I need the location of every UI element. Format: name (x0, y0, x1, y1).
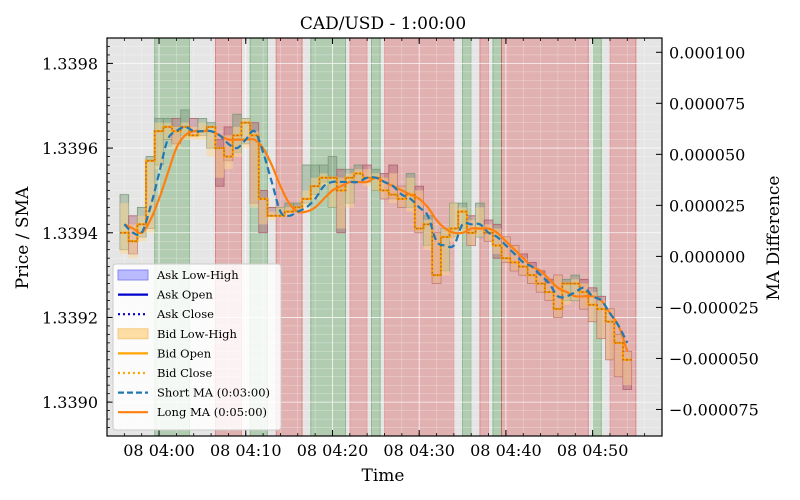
bid-low-high-bar (605, 308, 615, 360)
bid-low-high-bar (449, 203, 459, 242)
bid-low-high-bar (258, 198, 268, 225)
y2-tick-label: −0.000050 (669, 349, 759, 368)
bid-low-high-bar (432, 232, 441, 284)
bid-low-high-bar (562, 283, 571, 305)
legend-item: Bid Close (118, 366, 212, 380)
region-bull-12 (592, 37, 602, 437)
bid-low-high-bar (458, 207, 467, 233)
region-bull-6 (371, 37, 381, 437)
legend-swatch-bid-low-high (117, 328, 149, 340)
y-axis-title: Price / SMA (13, 186, 33, 289)
bid-low-high-bar (224, 135, 233, 170)
bid-low-high-bar (146, 160, 155, 233)
y-tick-label: 1.3390 (42, 393, 98, 412)
bid-low-high-bar (250, 131, 259, 208)
y2-axis-ticks: −0.000075 −0.000050 −0.000025 0.000000 0.000… (656, 43, 759, 419)
bid-low-high-bar (215, 148, 225, 178)
bid-low-high-bar (241, 118, 251, 149)
short-ma-line (123, 125, 629, 344)
bid-low-high-bar (232, 126, 242, 157)
y2-tick-label: 0.000050 (669, 145, 745, 164)
legend-label: Bid Low-High (157, 327, 238, 341)
legend-item: Ask Close (118, 307, 214, 321)
x-tick-label: 08 04:30 (383, 441, 455, 460)
bid-low-high-bar (137, 215, 147, 242)
bid-low-high-bar (319, 173, 329, 187)
bid-low-high-bar (440, 228, 450, 276)
y-tick-label: 1.3398 (42, 54, 98, 73)
legend-label: Bid Open (157, 346, 212, 360)
bid-low-high-bar (328, 177, 337, 208)
y2-tick-label: 0.000000 (669, 247, 745, 266)
legend-item: Bid Low-High (117, 327, 238, 341)
bid-low-high-bar (622, 351, 632, 386)
bid-low-high-bar (336, 177, 346, 229)
y2-axis-title: MA Difference (764, 175, 784, 300)
bid-low-high-bar (397, 186, 407, 208)
bid-low-high-bar (154, 122, 164, 170)
bid-low-high-bar (345, 173, 355, 208)
bid-low-high-bar (189, 126, 199, 140)
bid-low-high-bar (475, 207, 485, 237)
y-tick-label: 1.3392 (42, 308, 98, 327)
legend-item: Ask Low-High (117, 268, 239, 282)
y-tick-label: 1.3396 (42, 139, 98, 158)
bid-low-high-bar (423, 220, 433, 250)
bid-low-high-bar (588, 292, 597, 322)
x-tick-label: 08 04:10 (210, 441, 282, 460)
y2-tick-label: 0.000025 (669, 196, 745, 215)
bid-low-high-bar (163, 122, 173, 140)
x-tick-label: 08 04:50 (557, 441, 629, 460)
legend: Ask Low-High Ask Open Ask Close Bid Low-Hig… (112, 263, 282, 431)
legend-label: Ask Open (156, 288, 213, 302)
region-bull-4 (310, 37, 346, 437)
bid-low-high-bar (371, 173, 381, 191)
y2-tick-label: 0.000075 (669, 94, 745, 113)
bid-low-high-bar (570, 279, 580, 301)
bid-low-high-bar (380, 177, 389, 199)
y-tick-label: 1.3394 (42, 224, 98, 243)
bid-low-high-bar (180, 122, 190, 140)
bid-low-high-bar (120, 203, 129, 254)
region-bear-11 (501, 37, 589, 437)
legend-item: Long MA (0:05:00) (118, 405, 267, 419)
legend-label: Ask Low-High (156, 268, 239, 282)
legend-item: Short MA (0:03:00) (118, 386, 270, 400)
bid-low-high-bar (596, 300, 606, 339)
chart-title: CAD/USD - 1:00:00 (300, 14, 466, 34)
bid-low-high-bar (354, 169, 363, 182)
x-tick-label: 08 04:20 (297, 441, 369, 460)
bid-low-high-bar (492, 228, 502, 254)
bid-low-high-bar (310, 177, 320, 199)
bid-low-high-bar (172, 126, 181, 149)
bid-low-high-bar (293, 207, 303, 212)
y2-tick-label: −0.000075 (669, 400, 759, 419)
bid-low-high-bar (388, 173, 398, 204)
legend-label: Short MA (0:03:00) (157, 386, 270, 400)
x-axis-ticks: 08 04:00 08 04:10 08 04:20 08 04:30 08 04:40… (106, 38, 663, 460)
bid-low-high-bar (501, 237, 511, 263)
legend-swatch-ask-low-high (117, 269, 149, 281)
x-tick-label: 08 04:00 (123, 441, 195, 460)
legend-label: Long MA (0:05:00) (157, 405, 267, 419)
legend-item: Ask Open (118, 288, 213, 302)
y-axis-ticks: 1.3390 1.3392 1.3394 1.3396 1.3398 (42, 37, 113, 428)
y2-tick-label: 0.000100 (669, 43, 745, 62)
bid-low-high-bar (614, 334, 623, 377)
bid-low-high-bar (414, 190, 424, 233)
x-tick-label: 08 04:40 (470, 441, 542, 460)
legend-item: Bid Open (118, 346, 212, 360)
x-axis-title: Time (362, 466, 405, 486)
legend-label: Bid Close (157, 366, 212, 380)
y2-tick-label: −0.000025 (669, 298, 759, 317)
legend-label: Ask Close (156, 307, 214, 321)
bid-low-high-bar (510, 245, 519, 271)
bid-low-high-bar (206, 126, 216, 157)
series-lines (120, 121, 632, 361)
legend-box (112, 263, 282, 431)
region-bear-5 (349, 37, 368, 437)
